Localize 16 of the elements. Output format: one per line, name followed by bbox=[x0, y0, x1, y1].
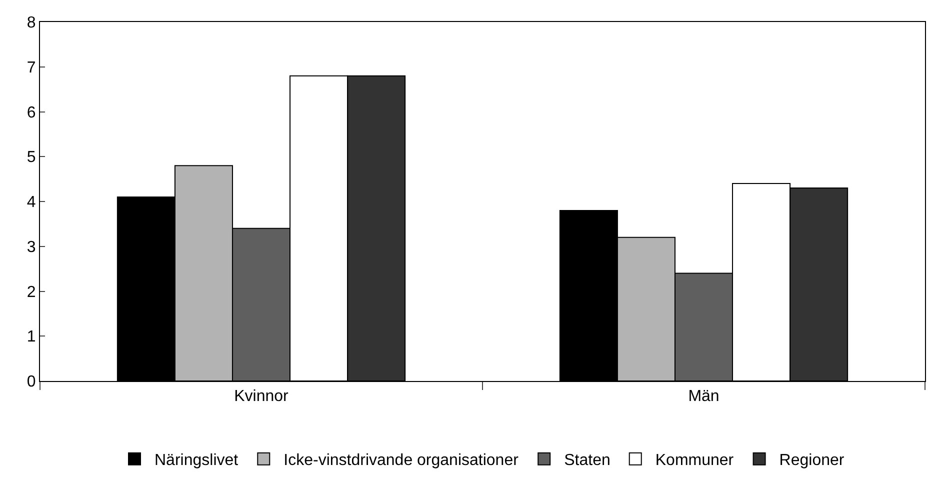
legend-label: Kommuner bbox=[655, 452, 734, 470]
y-tick-label: 0 bbox=[26, 374, 36, 391]
y-tick-label: 2 bbox=[26, 284, 36, 301]
y-tick-label: 6 bbox=[26, 104, 36, 122]
y-tick-label: 5 bbox=[26, 149, 36, 166]
x-tick-label: Kvinnor bbox=[234, 388, 290, 406]
legend-label: Regioner bbox=[779, 452, 845, 470]
x-tick-label: Män bbox=[688, 388, 720, 406]
y-tick-label: 3 bbox=[26, 238, 36, 256]
y-tick-label: 4 bbox=[26, 194, 36, 212]
legend-label: Staten bbox=[564, 452, 610, 470]
legend-label: Icke-vinstdrivande organisationer bbox=[284, 452, 520, 470]
y-tick-label: 8 bbox=[26, 14, 36, 32]
y-tick-label: 7 bbox=[26, 59, 36, 76]
legend-label: Näringslivet bbox=[154, 452, 239, 470]
y-tick-label: 1 bbox=[26, 328, 36, 346]
